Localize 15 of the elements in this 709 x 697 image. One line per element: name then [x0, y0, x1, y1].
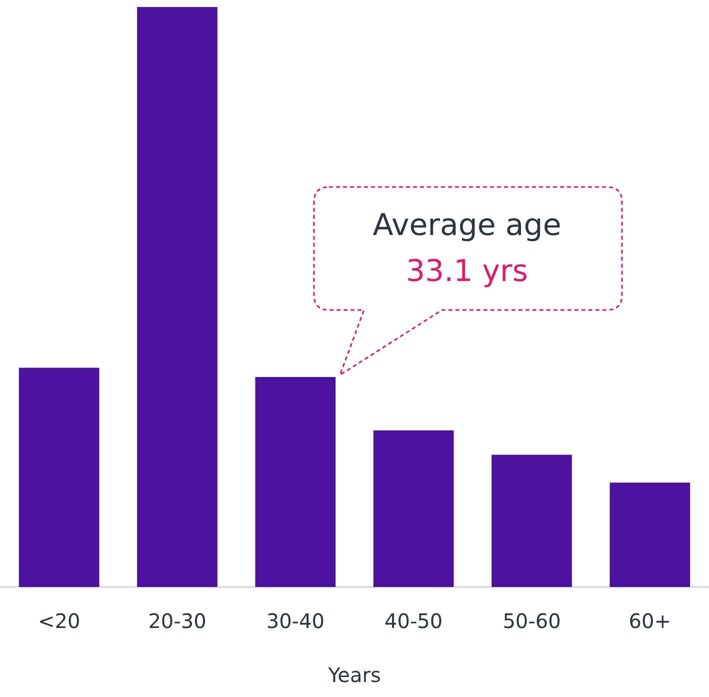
x-tick-label: 60+	[628, 609, 672, 634]
bar	[492, 454, 572, 587]
x-tick-label: 50-60	[502, 609, 561, 634]
annotation: Average age	[372, 207, 562, 245]
bar	[255, 377, 336, 587]
bar	[373, 430, 454, 587]
x-tick-label: 20-30	[148, 609, 206, 634]
x-axis-title: Years	[327, 663, 381, 688]
x-tick-label: 40-50	[384, 609, 443, 634]
x-tick-label: <20	[38, 609, 80, 634]
bar	[610, 482, 690, 587]
bar	[137, 7, 218, 587]
x-tick-label: 30-40	[266, 609, 324, 634]
bar	[18, 368, 100, 587]
annotation: 33.1 yrs	[404, 253, 530, 291]
